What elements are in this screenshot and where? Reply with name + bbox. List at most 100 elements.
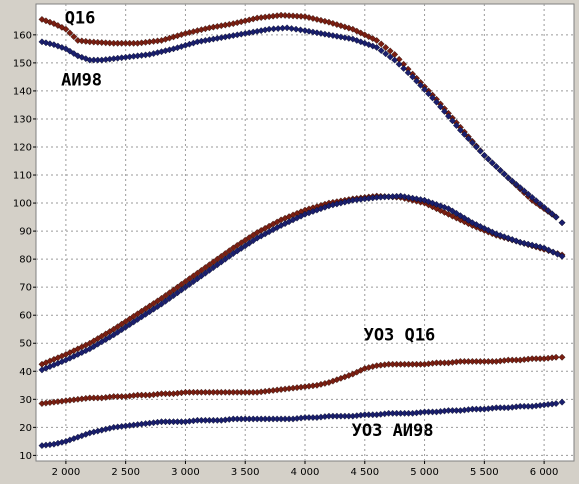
series-4 [38, 192, 566, 374]
data-point [377, 40, 385, 48]
data-point [186, 280, 193, 288]
data-point [528, 194, 536, 201]
series-annotation: Q16 [65, 9, 96, 29]
data-point [425, 90, 432, 98]
data-point [162, 297, 169, 305]
data-point [209, 264, 217, 271]
data-point [197, 272, 205, 280]
data-point [540, 244, 548, 252]
data-point [476, 147, 484, 155]
data-point [58, 23, 66, 31]
data-point [457, 212, 464, 220]
data-point [70, 50, 78, 57]
data-point [190, 278, 197, 285]
y-tick-label: 90 [19, 227, 32, 238]
y-tick-label: 20 [19, 423, 32, 434]
data-point [457, 126, 464, 134]
data-point [512, 237, 520, 245]
data-point [42, 39, 50, 47]
y-tick-label: 100 [13, 199, 32, 210]
data-point [46, 40, 54, 48]
x-tick-label: 5 000 [410, 467, 439, 478]
data-point [288, 25, 295, 32]
data-point [193, 275, 201, 283]
data-point [441, 208, 448, 216]
x-tick-label: 6 000 [530, 467, 559, 478]
data-point [464, 135, 472, 142]
data-point [404, 69, 412, 77]
data-point [283, 24, 291, 32]
y-tick-label: 130 [13, 114, 32, 125]
annotation-layer: Q16 АИ98 УОЗ Q16 УОЗ АИ98 [61, 9, 435, 441]
data-point [74, 52, 82, 60]
data-point [391, 56, 399, 64]
x-tick-label: 4 500 [350, 467, 379, 478]
series-5 [38, 353, 566, 407]
data-point [552, 400, 560, 407]
data-point [292, 25, 300, 33]
data-point [373, 44, 381, 51]
data-point [221, 255, 229, 263]
data-point [524, 190, 532, 198]
y-tick-label: 150 [13, 58, 32, 69]
data-point [78, 53, 86, 61]
y-tick-label: 30 [19, 395, 32, 406]
data-point [377, 47, 385, 55]
x-tick-label: 2 000 [52, 467, 81, 478]
data-point [558, 353, 566, 361]
data-point [488, 159, 496, 167]
data-point [445, 112, 452, 120]
data-point [174, 289, 181, 297]
data-point [554, 250, 561, 258]
data-point [460, 130, 468, 138]
series-annotation: УОЗ Q16 [364, 325, 436, 345]
data-point [369, 35, 377, 42]
data-point [205, 266, 213, 274]
data-point [453, 122, 460, 129]
data-point [441, 108, 448, 115]
data-point [395, 60, 403, 68]
data-point [504, 234, 512, 242]
series-layer [38, 11, 566, 449]
data-point [66, 29, 74, 37]
y-tick-label: 140 [13, 86, 32, 97]
y-tick-label: 80 [19, 255, 32, 266]
data-point [484, 155, 492, 163]
data-point [536, 243, 544, 251]
y-tick-label: 120 [13, 142, 32, 153]
data-point [549, 248, 557, 256]
data-point [433, 98, 440, 106]
data-point [508, 236, 516, 243]
data-point [480, 151, 488, 159]
data-point [297, 26, 304, 34]
x-tick-label: 3 500 [231, 467, 260, 478]
data-point [520, 187, 528, 195]
data-point [508, 177, 516, 185]
y-tick-label: 10 [19, 451, 32, 462]
data-point [82, 55, 90, 63]
data-point [548, 210, 556, 218]
data-point [400, 65, 408, 72]
data-point [213, 261, 221, 269]
data-point [516, 184, 524, 192]
data-point [496, 166, 504, 174]
data-point [558, 219, 566, 227]
data-point [217, 258, 225, 266]
data-point [504, 174, 512, 182]
series-annotation: УОЗ АИ98 [352, 421, 434, 441]
y-tick-label: 160 [13, 30, 32, 41]
data-point [472, 143, 480, 151]
grid-layer [36, 4, 574, 461]
data-point [409, 73, 417, 81]
data-point [201, 269, 209, 277]
data-point [46, 18, 54, 26]
series-annotation: АИ98 [61, 70, 102, 90]
data-point [476, 223, 484, 230]
data-point [545, 246, 553, 254]
data-point [225, 252, 233, 260]
data-point [382, 50, 390, 58]
data-point [70, 33, 78, 41]
data-point [516, 238, 524, 246]
series-6 [38, 398, 566, 449]
